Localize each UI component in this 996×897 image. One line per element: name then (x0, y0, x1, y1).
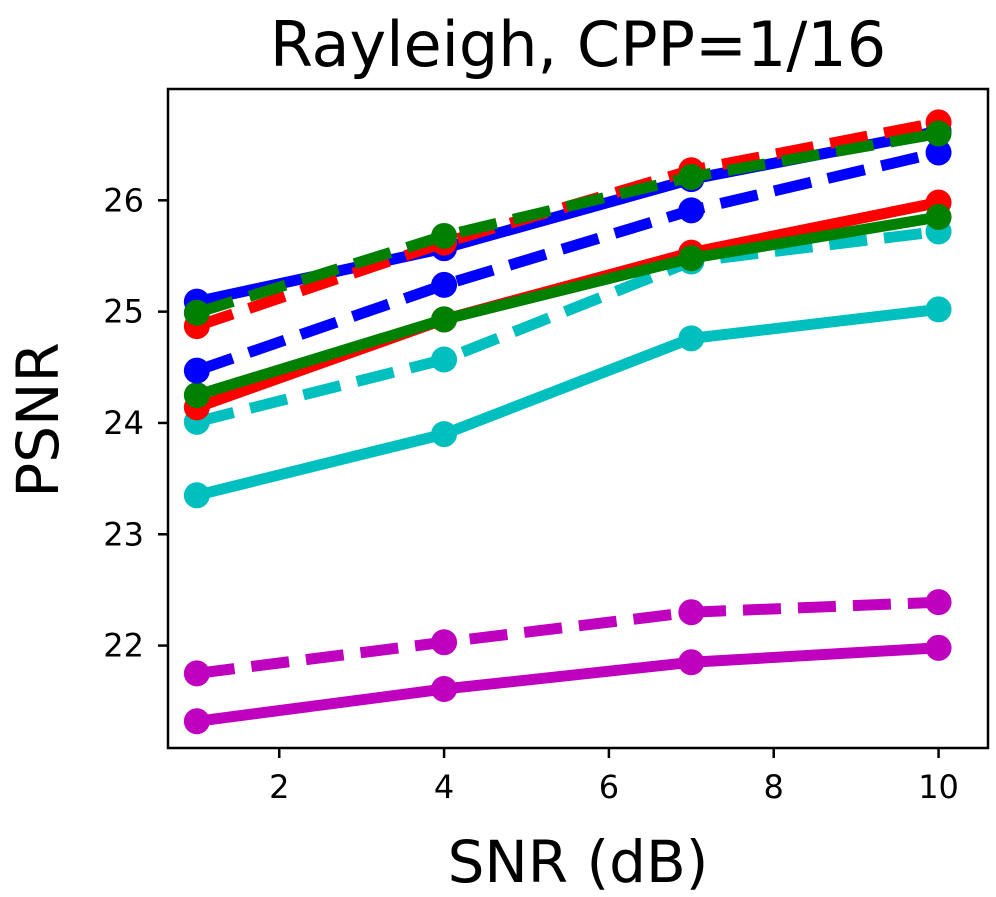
y-tick-label: 26 (103, 181, 144, 219)
data-point (925, 296, 952, 323)
series-line (195, 226, 940, 428)
series-layer (183, 109, 952, 735)
data-point (183, 299, 210, 326)
series-line (194, 147, 940, 376)
data-point (183, 357, 210, 384)
data-point (678, 325, 705, 352)
x-tick-label: 4 (434, 768, 454, 806)
data-point (431, 222, 458, 249)
x-axis-label: SNR (dB) (448, 828, 709, 896)
x-tick-label: 8 (764, 768, 784, 806)
y-tick-label: 23 (103, 515, 144, 553)
data-point (678, 163, 705, 190)
y-axis-ticks: 22 23 24 25 26 (103, 181, 168, 665)
data-point (678, 599, 705, 626)
series-line (195, 303, 940, 501)
data-point (678, 649, 705, 676)
data-point (925, 120, 952, 147)
series-magenta-solid (183, 634, 952, 735)
series-magenta-dashed (183, 589, 952, 687)
x-tick-label: 10 (918, 768, 959, 806)
data-point (183, 708, 210, 735)
x-tick-label: 2 (269, 768, 289, 806)
series-green-solid (183, 204, 952, 409)
y-tick-label: 22 (103, 627, 144, 665)
series-line (195, 128, 940, 318)
data-point (678, 245, 705, 272)
data-point (925, 634, 952, 661)
series-line (196, 642, 939, 727)
data-point (925, 589, 952, 616)
y-tick-label: 24 (103, 404, 144, 442)
series-line (196, 596, 939, 679)
chart-title: Rayleigh, CPP=1/16 (270, 8, 886, 81)
x-tick-label: 6 (599, 768, 619, 806)
series-cyan-solid (183, 296, 952, 509)
data-point (431, 346, 458, 373)
data-point (183, 482, 210, 509)
y-tick-label: 25 (103, 293, 144, 331)
data-point (431, 271, 458, 298)
series-blue-dashed (183, 139, 952, 384)
data-point (183, 660, 210, 687)
data-point (183, 382, 210, 409)
series-green-dashed (183, 120, 952, 326)
data-point (925, 204, 952, 231)
data-point (431, 676, 458, 703)
plot-frame (166, 87, 990, 750)
y-axis-label: PSNR (4, 342, 72, 497)
data-point (431, 421, 458, 448)
data-point (431, 306, 458, 333)
data-point (431, 629, 458, 656)
data-point (925, 139, 952, 166)
data-point (678, 197, 705, 224)
x-axis-ticks: 2 4 6 8 10 (269, 748, 959, 806)
series-line (195, 211, 940, 401)
